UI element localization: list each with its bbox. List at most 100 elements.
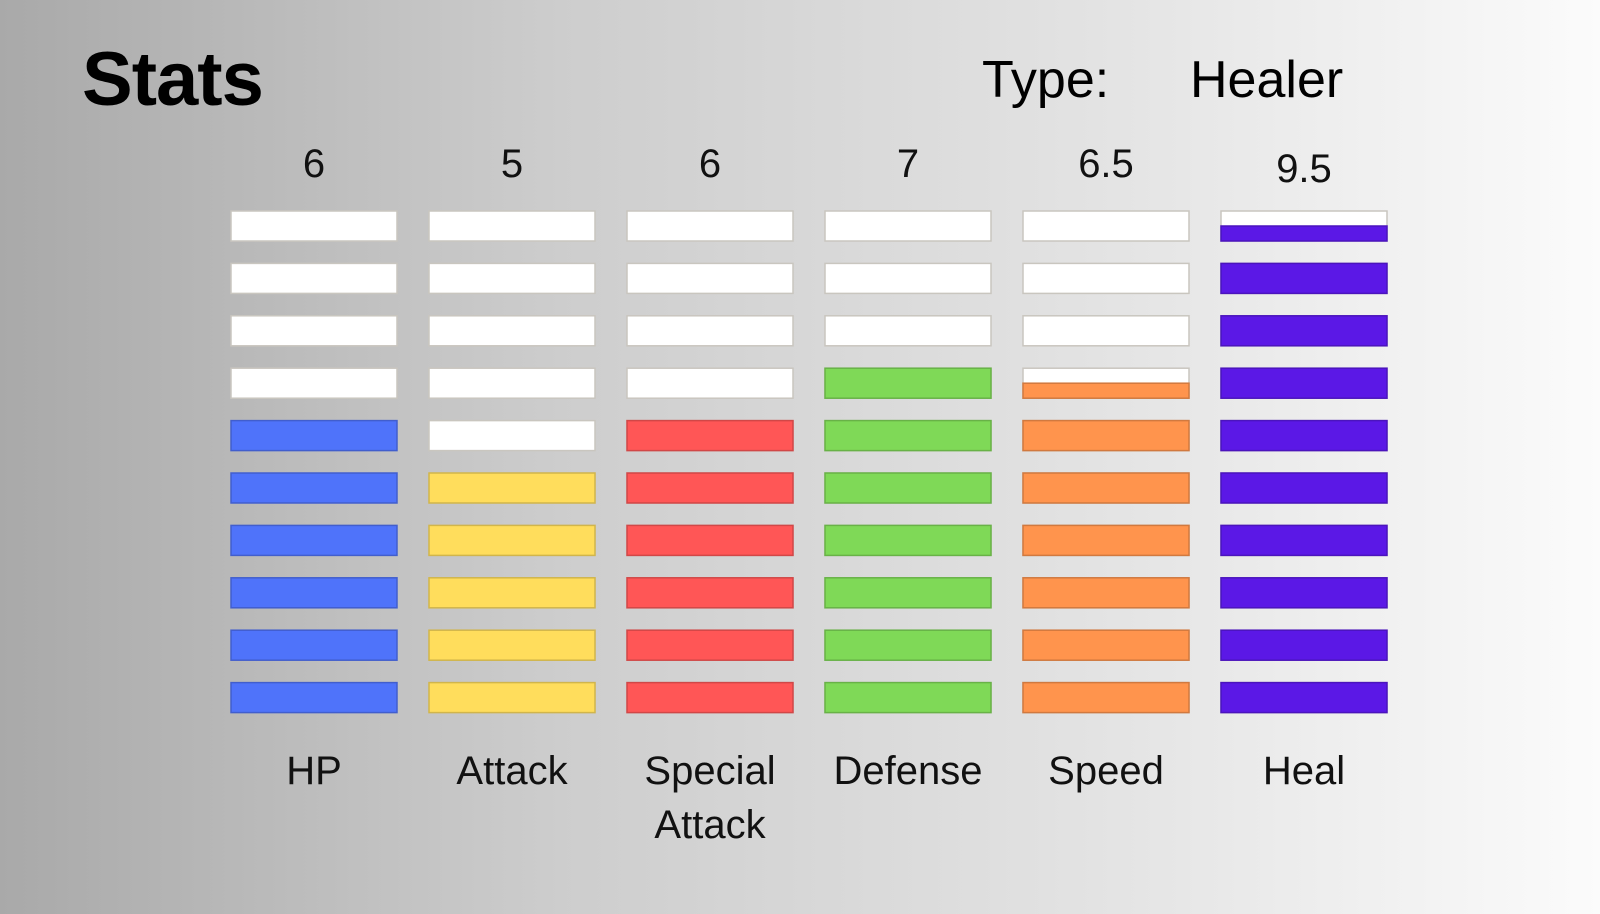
bar-segment bbox=[230, 419, 398, 452]
segment-fill bbox=[824, 629, 992, 661]
segment-fill bbox=[626, 472, 794, 504]
bar-segment bbox=[1220, 577, 1388, 609]
segment-empty bbox=[428, 367, 596, 399]
page-title: Stats bbox=[82, 37, 264, 122]
bar-segment bbox=[1022, 681, 1190, 714]
bar-segment bbox=[230, 315, 398, 347]
stat-column: 9.5 Heal bbox=[1220, 147, 1388, 793]
bar-segment bbox=[1022, 367, 1190, 399]
bar-segment bbox=[1220, 315, 1388, 347]
category-label-line: Attack bbox=[456, 749, 568, 793]
segment-fill bbox=[1220, 524, 1388, 557]
bar-segment bbox=[824, 472, 992, 504]
segment-fill bbox=[1220, 577, 1388, 609]
bar-segment bbox=[428, 315, 596, 347]
bar-segment bbox=[230, 472, 398, 504]
segment-empty bbox=[626, 367, 794, 399]
segment-fill bbox=[824, 524, 992, 557]
segment-fill bbox=[1220, 681, 1388, 714]
segment-empty bbox=[428, 210, 596, 242]
segment-fill bbox=[1022, 681, 1190, 714]
segment-fill bbox=[1022, 382, 1190, 399]
bar-segment bbox=[824, 419, 992, 452]
category-label: Heal bbox=[1263, 749, 1345, 793]
segment-fill bbox=[1220, 315, 1388, 347]
bar-segment bbox=[824, 681, 992, 714]
bar-segment bbox=[1022, 262, 1190, 295]
category-label-line: HP bbox=[286, 749, 342, 793]
segment-fill bbox=[1022, 419, 1190, 452]
bar-segment bbox=[230, 681, 398, 714]
segment-fill bbox=[1022, 524, 1190, 557]
bar-segment bbox=[428, 681, 596, 714]
bar-segment bbox=[626, 262, 794, 295]
bar-segment bbox=[1220, 419, 1388, 452]
category-label: HP bbox=[286, 749, 342, 793]
segment-empty bbox=[230, 367, 398, 399]
segment-fill bbox=[1220, 225, 1388, 242]
segment-fill bbox=[230, 524, 398, 557]
bar-segment bbox=[1022, 472, 1190, 504]
segment-empty bbox=[1022, 210, 1190, 242]
segment-fill bbox=[1022, 629, 1190, 661]
bar-segment bbox=[1022, 315, 1190, 347]
bar-segment bbox=[824, 367, 992, 399]
segment-fill bbox=[428, 629, 596, 661]
segment-empty bbox=[230, 210, 398, 242]
category-label: Special Attack bbox=[644, 749, 775, 847]
bar-segment bbox=[824, 577, 992, 609]
value-label: 6 bbox=[303, 142, 325, 186]
segment-empty bbox=[428, 262, 596, 295]
value-label: 9.5 bbox=[1276, 147, 1332, 191]
bar-segment bbox=[230, 210, 398, 242]
type-label: Type: bbox=[982, 51, 1110, 109]
segment-fill bbox=[1220, 262, 1388, 295]
segment-fill bbox=[230, 472, 398, 504]
bar-segment bbox=[1022, 210, 1190, 242]
bar-segment bbox=[428, 367, 596, 399]
value-label: 6.5 bbox=[1078, 142, 1134, 186]
bar-segment bbox=[1220, 681, 1388, 714]
stat-column: 6 HP bbox=[230, 142, 398, 793]
segment-fill bbox=[230, 419, 398, 452]
category-label-line: Defense bbox=[834, 749, 983, 793]
value-label: 5 bbox=[501, 142, 523, 186]
segment-fill bbox=[428, 681, 596, 714]
category-label-line: Special bbox=[644, 749, 775, 793]
segment-fill bbox=[824, 577, 992, 609]
bar-segment bbox=[626, 367, 794, 399]
bar-segment bbox=[824, 315, 992, 347]
bar-segment bbox=[1022, 629, 1190, 661]
value-label: 7 bbox=[897, 142, 919, 186]
category-label: Speed bbox=[1048, 749, 1164, 793]
bar-segment bbox=[626, 419, 794, 452]
segment-empty bbox=[428, 419, 596, 452]
segment-fill bbox=[1220, 419, 1388, 452]
bar-segment bbox=[626, 210, 794, 242]
segment-fill bbox=[428, 472, 596, 504]
segment-fill bbox=[230, 629, 398, 661]
bar-segment bbox=[1022, 524, 1190, 557]
segment-fill bbox=[230, 681, 398, 714]
bar-segment bbox=[428, 210, 596, 242]
segment-fill bbox=[230, 577, 398, 609]
segment-fill bbox=[626, 577, 794, 609]
segment-fill bbox=[626, 629, 794, 661]
stat-column: 6.5 Speed bbox=[1022, 142, 1190, 793]
segment-empty bbox=[1022, 315, 1190, 347]
segment-fill bbox=[1022, 577, 1190, 609]
bar-segment bbox=[428, 262, 596, 295]
bar-segment bbox=[428, 577, 596, 609]
segment-fill bbox=[428, 577, 596, 609]
bar-segment bbox=[230, 577, 398, 609]
bar-segment bbox=[626, 472, 794, 504]
stat-column: 6 Special Attack bbox=[626, 142, 794, 847]
bar-segment bbox=[626, 315, 794, 347]
segment-empty bbox=[626, 315, 794, 347]
type-value: Healer bbox=[1190, 51, 1344, 109]
segment-fill bbox=[1220, 472, 1388, 504]
value-label: 6 bbox=[699, 142, 721, 186]
stat-column: 7 Defense bbox=[824, 142, 992, 793]
bar-segment bbox=[428, 472, 596, 504]
